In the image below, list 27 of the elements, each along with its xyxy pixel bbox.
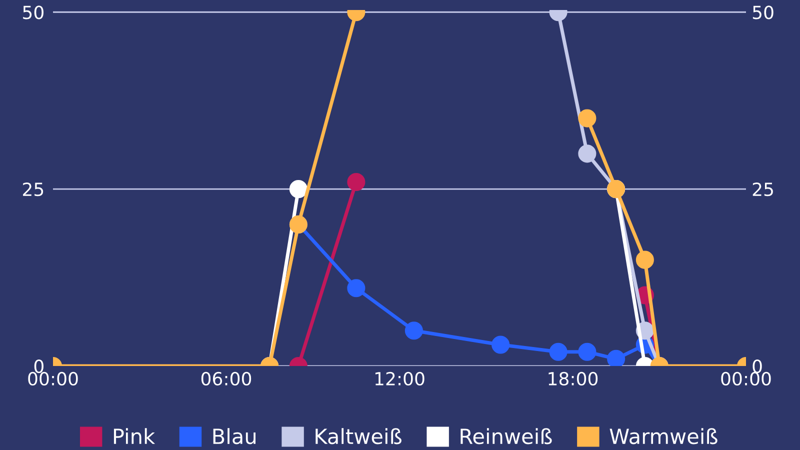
point [578,144,596,163]
legend-label: Warmweiß [610,428,718,444]
x-tick-label: 18:00 [548,372,598,386]
legend-label: Blau [213,428,256,444]
x-tick-label: 12:00 [375,372,424,386]
y2-tick-label: 50 [752,6,774,20]
x-tick-label: 06:00 [201,372,252,386]
y-tick-label: 25 [23,182,44,196]
y-tick-label: 0 [34,359,44,374]
legend-label: Kaltweiß [316,428,402,444]
point [289,180,308,198]
point [492,336,510,354]
y-tick-label: 50 [23,6,44,20]
legend-label: Reinweiß [460,428,552,444]
point [607,350,626,366]
point [636,250,654,269]
point [347,172,366,192]
legend-label: Pink [114,428,156,444]
point [578,109,596,128]
point [549,342,568,361]
x-tick-label: 00:00 [721,372,771,386]
y2-tick-label: 25 [752,182,773,196]
point [347,279,366,298]
point [404,322,423,340]
y2-tick-label: 0 [752,359,762,374]
point [578,342,596,361]
x-tick-label: 00:00 [28,372,78,386]
